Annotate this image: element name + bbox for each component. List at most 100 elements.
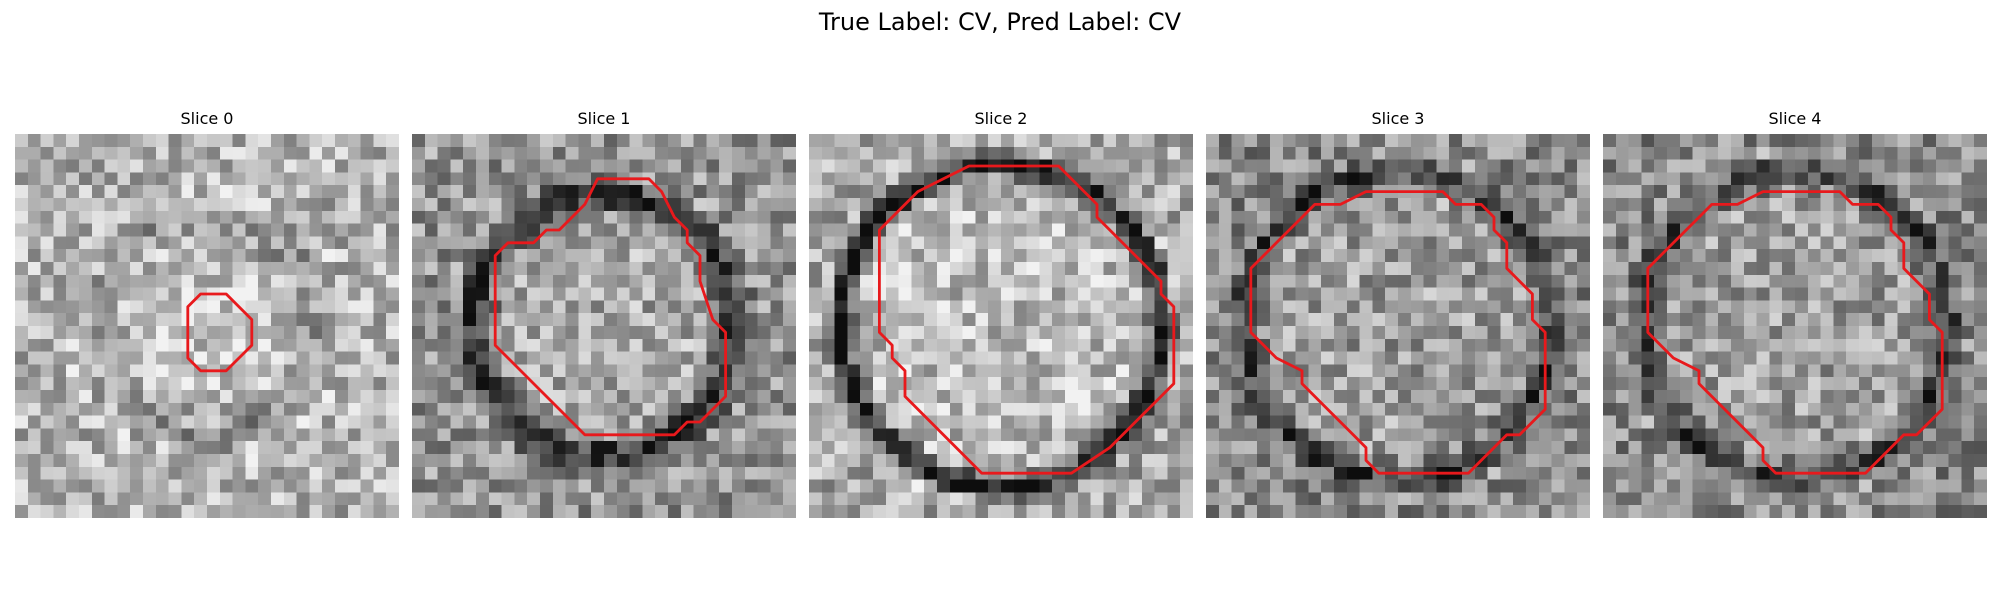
image-pixel bbox=[924, 479, 938, 493]
image-pixel bbox=[40, 351, 54, 365]
image-pixel bbox=[1116, 364, 1130, 378]
image-pixel bbox=[1065, 377, 1079, 391]
image-pixel bbox=[130, 134, 144, 148]
image-pixel bbox=[1103, 415, 1117, 429]
image-pixel bbox=[680, 377, 694, 391]
image-pixel bbox=[437, 262, 451, 276]
image-pixel bbox=[1346, 146, 1360, 160]
image-pixel bbox=[309, 390, 323, 404]
image-pixel bbox=[194, 402, 208, 416]
image-pixel bbox=[1615, 441, 1629, 455]
image-pixel bbox=[194, 351, 208, 365]
image-pixel bbox=[616, 351, 630, 365]
image-pixel bbox=[194, 159, 208, 173]
image-pixel bbox=[155, 262, 169, 276]
image-pixel bbox=[834, 505, 848, 518]
image-pixel bbox=[1948, 236, 1962, 250]
image-pixel bbox=[1129, 479, 1143, 493]
image-pixel bbox=[40, 159, 54, 173]
image-pixel bbox=[1116, 146, 1130, 160]
image-pixel bbox=[693, 210, 707, 224]
image-pixel bbox=[988, 236, 1002, 250]
image-pixel bbox=[873, 441, 887, 455]
image-pixel bbox=[1705, 364, 1719, 378]
image-pixel bbox=[450, 402, 464, 416]
image-pixel bbox=[1948, 326, 1962, 340]
image-pixel bbox=[143, 274, 157, 288]
image-pixel bbox=[1974, 351, 1987, 365]
image-pixel bbox=[1001, 390, 1015, 404]
image-pixel bbox=[309, 313, 323, 327]
image-pixel bbox=[104, 274, 118, 288]
image-pixel bbox=[207, 249, 221, 263]
image-pixel bbox=[1679, 172, 1693, 186]
image-pixel bbox=[821, 274, 835, 288]
image-pixel bbox=[962, 185, 976, 199]
image-pixel bbox=[437, 479, 451, 493]
image-pixel bbox=[1270, 415, 1284, 429]
image-pixel bbox=[168, 172, 182, 186]
image-pixel bbox=[668, 492, 682, 506]
image-pixel bbox=[1090, 492, 1104, 506]
image-pixel bbox=[1065, 402, 1079, 416]
image-pixel bbox=[821, 351, 835, 365]
image-pixel bbox=[1628, 415, 1642, 429]
image-pixel bbox=[219, 262, 233, 276]
image-pixel bbox=[1321, 326, 1335, 340]
image-pixel bbox=[1026, 210, 1040, 224]
image-pixel bbox=[937, 377, 951, 391]
image-pixel bbox=[1782, 287, 1796, 301]
image-pixel bbox=[1577, 390, 1590, 404]
image-pixel bbox=[1692, 313, 1706, 327]
image-pixel bbox=[1308, 210, 1322, 224]
image-pixel bbox=[476, 505, 490, 518]
image-pixel bbox=[1935, 262, 1949, 276]
image-pixel bbox=[1961, 492, 1975, 506]
image-pixel bbox=[476, 466, 490, 480]
image-pixel bbox=[988, 505, 1002, 518]
image-pixel bbox=[245, 479, 259, 493]
image-pixel bbox=[1474, 390, 1488, 404]
image-pixel bbox=[104, 236, 118, 250]
image-pixel bbox=[604, 364, 618, 378]
image-pixel bbox=[988, 146, 1002, 160]
image-pixel bbox=[232, 326, 246, 340]
image-pixel bbox=[757, 351, 771, 365]
image-pixel bbox=[194, 454, 208, 468]
image-pixel bbox=[1462, 377, 1476, 391]
image-pixel bbox=[130, 377, 144, 391]
image-pixel bbox=[283, 492, 297, 506]
image-pixel bbox=[1897, 287, 1911, 301]
image-pixel bbox=[476, 300, 490, 314]
image-pixel bbox=[1270, 300, 1284, 314]
image-pixel bbox=[847, 479, 861, 493]
image-pixel bbox=[66, 338, 80, 352]
image-pixel bbox=[540, 338, 554, 352]
image-pixel bbox=[450, 428, 464, 442]
image-pixel bbox=[15, 198, 29, 212]
image-pixel bbox=[1398, 505, 1412, 518]
image-pixel bbox=[1974, 198, 1987, 212]
image-pixel bbox=[1782, 159, 1796, 173]
image-pixel bbox=[1295, 466, 1309, 480]
image-pixel bbox=[1846, 313, 1860, 327]
image-pixel bbox=[1577, 274, 1590, 288]
image-pixel bbox=[1500, 351, 1514, 365]
image-pixel bbox=[1321, 338, 1335, 352]
image-pixel bbox=[911, 134, 925, 148]
image-pixel bbox=[1974, 466, 1987, 480]
image-pixel bbox=[629, 377, 643, 391]
image-pixel bbox=[1474, 223, 1488, 237]
image-pixel bbox=[1551, 454, 1565, 468]
image-pixel bbox=[1295, 338, 1309, 352]
image-pixel bbox=[66, 466, 80, 480]
image-pixel bbox=[130, 492, 144, 506]
image-pixel bbox=[360, 492, 374, 506]
image-pixel bbox=[1180, 377, 1193, 391]
image-pixel bbox=[1641, 159, 1655, 173]
image-pixel bbox=[258, 377, 272, 391]
image-pixel bbox=[1654, 146, 1668, 160]
image-pixel bbox=[1180, 390, 1193, 404]
image-pixel bbox=[1321, 364, 1335, 378]
image-pixel bbox=[885, 185, 899, 199]
